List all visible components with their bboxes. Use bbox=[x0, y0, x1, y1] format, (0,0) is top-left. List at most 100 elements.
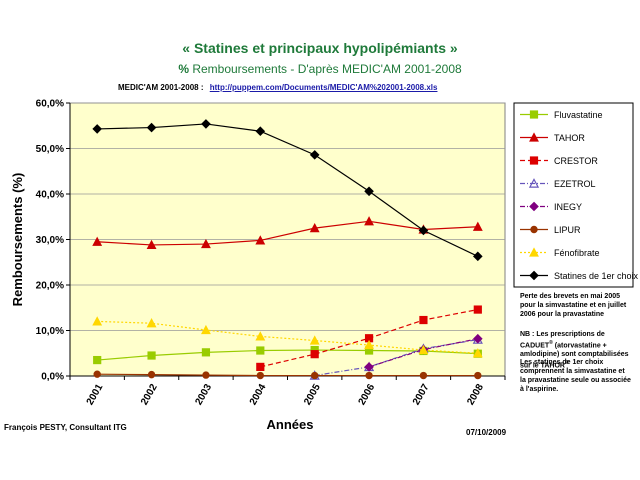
legend-label-lipur: LIPUR bbox=[554, 225, 581, 235]
legend-label-crestor: CRESTOR bbox=[554, 156, 598, 166]
x-tick-label: 2005 bbox=[302, 382, 323, 407]
x-tick-label: 2006 bbox=[357, 382, 378, 407]
data-point-statines-de-1er-choix bbox=[473, 251, 483, 262]
x-tick-label: 2003 bbox=[193, 382, 214, 407]
data-point-fenofibrate bbox=[146, 318, 157, 328]
data-point-lipur bbox=[256, 371, 265, 380]
note-caduet-a: NB : Les prescriptions de CADUET bbox=[520, 331, 605, 350]
data-point-inegy bbox=[364, 362, 374, 372]
data-point-inegy bbox=[473, 333, 483, 344]
subtitle-text: Remboursements - D'après MEDIC'AM 2001-2… bbox=[192, 62, 462, 76]
legend-marker-inegy bbox=[529, 201, 539, 212]
legend-label-ezetrol: EZETROL bbox=[554, 179, 596, 189]
legend-marker-tahor bbox=[529, 132, 539, 142]
data-point-lipur bbox=[474, 371, 482, 380]
data-point-lipur bbox=[365, 371, 373, 380]
data-point-statines-de-1er-choix bbox=[364, 186, 374, 197]
data-point-crestor bbox=[419, 315, 428, 325]
legend bbox=[513, 102, 634, 288]
y-tick-label: 0,0% bbox=[41, 372, 64, 383]
y-tick-label: 40,0% bbox=[36, 190, 64, 201]
data-point-fluvastatine bbox=[93, 355, 102, 365]
data-point-tahor bbox=[255, 235, 266, 245]
data-point-statines-de-1er-choix bbox=[146, 122, 157, 133]
y-tick-label: 50,0% bbox=[36, 144, 64, 155]
data-point-lipur bbox=[202, 371, 210, 379]
x-tick-label: 2004 bbox=[248, 382, 269, 407]
series-line-fluvastatine bbox=[97, 349, 478, 361]
series-statines-de-1er-choix bbox=[92, 119, 483, 262]
note-caduet-sup1: ® bbox=[549, 340, 553, 346]
data-point-tahor bbox=[146, 239, 157, 250]
legend-label-fluvastatine: Fluvastatine bbox=[554, 110, 603, 120]
note-caduet-b: (atorvastatine + amlodipine) sont compta… bbox=[520, 342, 629, 370]
data-point-statines-de-1er-choix bbox=[92, 124, 102, 134]
data-point-fluvastatine bbox=[147, 351, 156, 360]
y-axis-title: Remboursements (%) bbox=[10, 173, 25, 307]
data-point-fenofibrate bbox=[255, 331, 266, 341]
x-tick-label: 2002 bbox=[139, 382, 160, 407]
data-point-fenofibrate bbox=[92, 316, 103, 326]
source-link[interactable]: http://puppem.com/Documents/MEDIC'AM%202… bbox=[209, 83, 438, 92]
data-point-lipur bbox=[147, 370, 156, 379]
note-caduet-sup2: ® bbox=[565, 360, 569, 367]
series-line-statines-de-1er-choix bbox=[97, 123, 479, 257]
series-line-ezetrol bbox=[314, 339, 478, 377]
legend-marker-crestor bbox=[529, 156, 539, 165]
data-point-tahor bbox=[309, 222, 320, 233]
subtitle-percent: % bbox=[178, 62, 189, 76]
data-point-fenofibrate bbox=[309, 335, 320, 345]
x-tick-label: 2007 bbox=[411, 382, 432, 407]
page-title: « Statines et principaux hypolipémiants … bbox=[182, 40, 458, 56]
data-point-statines-de-1er-choix bbox=[418, 225, 429, 236]
data-point-lipur bbox=[419, 371, 428, 380]
series-fenofibrate bbox=[92, 316, 483, 358]
data-point-fenofibrate bbox=[418, 344, 429, 355]
legend-marker-fenofibrate bbox=[529, 247, 539, 257]
note-caduet: NB : Les prescriptions de CADUET® (atorv… bbox=[520, 330, 632, 371]
data-point-crestor bbox=[473, 305, 482, 314]
footer-author: François PESTY, Consultant ITG bbox=[4, 423, 127, 432]
page-subtitle: % Remboursements - D'après MEDIC'AM 2001… bbox=[0, 62, 640, 76]
legend-label-inegy: INEGY bbox=[554, 202, 582, 212]
legend-label-fenofibrate: Fénofibrate bbox=[554, 248, 600, 258]
data-point-fluvastatine bbox=[256, 346, 265, 355]
data-point-tahor bbox=[364, 216, 374, 226]
data-point-statines-de-1er-choix bbox=[309, 150, 320, 160]
x-axis-title: Années bbox=[267, 417, 314, 432]
source-line: MEDIC'AM 2001-2008 : http://puppem.com/D… bbox=[118, 83, 437, 92]
series-lipur bbox=[93, 370, 482, 380]
footer-date: 07/10/2009 bbox=[466, 428, 507, 437]
note-first-choice: Les statines de 1er choix comprennent la… bbox=[520, 359, 631, 393]
y-tick-label: 60,0% bbox=[36, 99, 64, 110]
data-point-crestor bbox=[256, 362, 265, 371]
legend-marker-fluvastatine bbox=[529, 110, 539, 119]
data-point-statines-de-1er-choix bbox=[201, 119, 211, 129]
y-tick-label: 20,0% bbox=[36, 281, 64, 292]
y-tick-label: 30,0% bbox=[36, 235, 64, 246]
data-point-lipur bbox=[310, 371, 319, 380]
series-line-lipur bbox=[97, 373, 478, 377]
y-tick-label: 10,0% bbox=[36, 326, 64, 337]
data-point-statines-de-1er-choix bbox=[255, 126, 266, 137]
note-patents: Perte des brevets en mai 2005 pour la si… bbox=[520, 293, 627, 318]
data-point-tahor bbox=[201, 238, 211, 249]
data-point-crestor bbox=[310, 350, 319, 359]
data-point-fenofibrate bbox=[201, 324, 211, 335]
data-point-fluvastatine bbox=[201, 348, 211, 357]
legend-label-statines-de-1er-choix: Statines de 1er choix bbox=[554, 271, 639, 281]
data-point-lipur bbox=[93, 370, 101, 378]
x-tick-label: 2001 bbox=[85, 382, 106, 407]
legend-marker-lipur bbox=[530, 225, 538, 234]
series-crestor bbox=[256, 305, 482, 371]
data-point-tahor bbox=[472, 221, 483, 231]
legend-label-tahor: TAHOR bbox=[554, 133, 585, 143]
legend-marker-statines-de-1er-choix bbox=[529, 270, 539, 281]
data-point-fenofibrate bbox=[364, 339, 374, 350]
data-point-fenofibrate bbox=[472, 348, 483, 358]
series-line-tahor bbox=[97, 220, 478, 246]
source-label: MEDIC'AM 2001-2008 : bbox=[118, 83, 204, 92]
legend-marker-ezetrol bbox=[528, 178, 540, 188]
data-point-tahor bbox=[92, 236, 103, 246]
